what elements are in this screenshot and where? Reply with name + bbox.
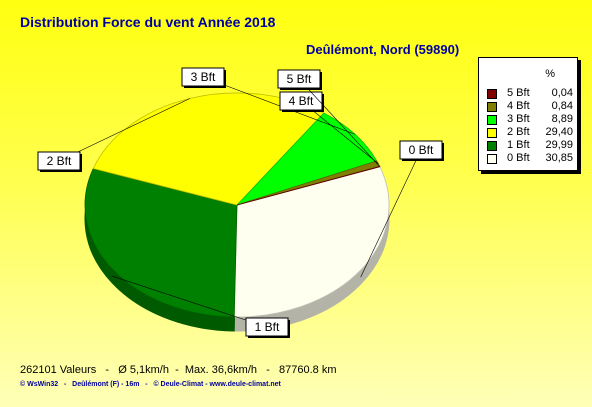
legend-item: 4 Bft 0,84 xyxy=(487,100,575,113)
label-connector xyxy=(58,98,190,162)
pie-slice xyxy=(84,168,238,318)
credits-line: © WsWin32 - Deûlémont (F) - 16m - © Deul… xyxy=(20,381,281,388)
slice-label: 4 Bft xyxy=(289,94,314,108)
legend-value: 0,84 xyxy=(551,100,573,112)
legend-label: 4 Bft xyxy=(507,100,530,112)
label-box xyxy=(279,91,323,111)
legend-item: 2 Bft 29,40 xyxy=(487,126,575,139)
legend-item: 0 Bft 30,85 xyxy=(487,152,575,165)
legend-header: % xyxy=(545,68,555,80)
legend-label: 5 Bft xyxy=(507,87,530,99)
legend-swatch xyxy=(487,128,497,138)
legend-swatch xyxy=(487,89,497,99)
legend-value: 8,89 xyxy=(551,113,573,125)
slice-label: 0 Bft xyxy=(409,143,434,157)
label-box xyxy=(181,67,225,87)
legend-item: 3 Bft 8,89 xyxy=(487,113,575,126)
label-connector xyxy=(202,76,355,135)
legend-swatch xyxy=(487,141,497,151)
slice-labels: 0 Bft 1 Bft 2 Bft 3 Bft 4 Bft 5 Bft xyxy=(37,67,444,338)
legend-value: 30,85 xyxy=(545,152,573,164)
chart-subtitle: Deûlémont, Nord (59890) xyxy=(306,42,460,57)
legend-swatch xyxy=(487,115,497,125)
slice-label: 1 Bft xyxy=(255,320,280,334)
label-connector xyxy=(112,275,268,328)
legend-value: 29,99 xyxy=(545,139,573,151)
label-box xyxy=(277,69,321,89)
slice-label: 2 Bft xyxy=(47,154,72,168)
slice-label: 5 Bft xyxy=(287,72,312,86)
label-connector xyxy=(360,149,422,278)
legend-label: 2 Bft xyxy=(507,126,530,138)
chart-title: Distribution Force du vent Année 2018 xyxy=(20,14,276,30)
pie-top xyxy=(84,92,390,318)
label-box xyxy=(245,317,289,337)
legend-item: 5 Bft 0,04 xyxy=(487,87,575,100)
legend: % 5 Bft 0,04 4 Bft 0,84 3 Bft 8,89 2 Bft 29,40 1… xyxy=(478,57,578,171)
legend-label: 0 Bft xyxy=(507,152,530,164)
legend-label: 1 Bft xyxy=(507,139,530,151)
stats-line: 262101 Valeurs - Ø 5,1km/h - Max. 36,6km… xyxy=(20,364,337,376)
label-box xyxy=(399,140,443,160)
slice-label: 3 Bft xyxy=(191,70,216,84)
legend-value: 0,04 xyxy=(551,87,573,99)
label-connector xyxy=(298,78,380,167)
legend-item: 1 Bft 29,99 xyxy=(487,139,575,152)
legend-swatch xyxy=(487,154,497,164)
label-box xyxy=(37,151,81,171)
legend-label: 3 Bft xyxy=(507,113,530,125)
legend-swatch xyxy=(487,102,497,112)
pie-slice xyxy=(233,166,390,318)
legend-value: 29,40 xyxy=(545,126,573,138)
